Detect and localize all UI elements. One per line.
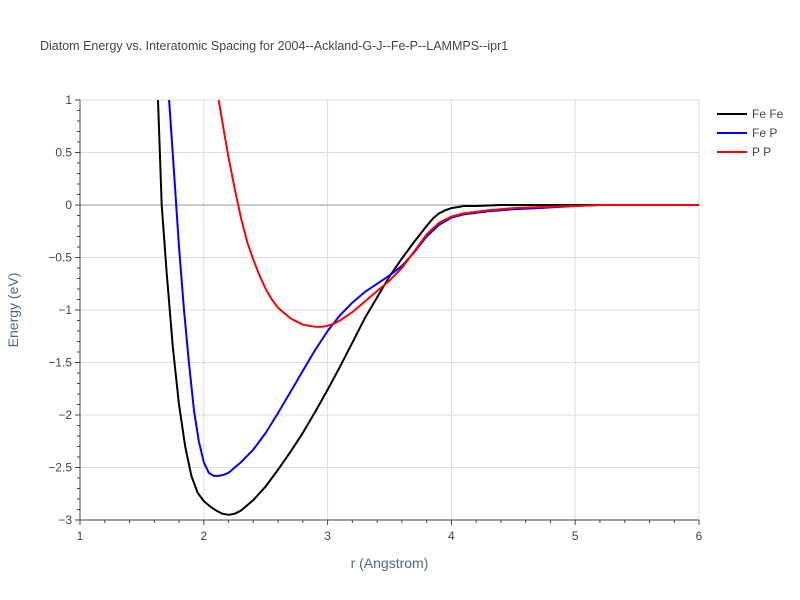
y-tick-label: −0.5 bbox=[48, 251, 72, 265]
axis-ticks: 1 2 3 4 5 6 1 0.5 0 −0.5 −1 −1.5 −2 −2.5 −3 bbox=[48, 93, 702, 543]
legend: Fe Fe Fe P P P bbox=[717, 107, 784, 159]
legend-label-p-p: P P bbox=[752, 145, 771, 159]
legend-label-fe-fe: Fe Fe bbox=[752, 107, 784, 121]
y-tick-label: −2.5 bbox=[48, 461, 72, 475]
y-tick-label: 0.5 bbox=[55, 146, 72, 160]
x-tick-label: 3 bbox=[324, 529, 331, 543]
x-tick-label: 6 bbox=[696, 529, 703, 543]
chart-title: Diatom Energy vs. Interatomic Spacing fo… bbox=[40, 39, 508, 53]
x-tick-label: 5 bbox=[572, 529, 579, 543]
y-tick-label: −1 bbox=[58, 303, 72, 317]
series-line-fe-p bbox=[168, 100, 699, 477]
y-tick-label: −2 bbox=[58, 408, 72, 422]
y-tick-label: 1 bbox=[65, 93, 72, 107]
x-tick-label: 1 bbox=[77, 529, 84, 543]
y-tick-label: −1.5 bbox=[48, 356, 72, 370]
x-tick-label: 4 bbox=[448, 529, 455, 543]
series-line-fe-fe bbox=[157, 100, 699, 516]
y-axis-label: Energy (eV) bbox=[5, 273, 21, 348]
series-line-p-p bbox=[217, 100, 699, 328]
x-tick-label: 2 bbox=[200, 529, 207, 543]
legend-label-fe-p: Fe P bbox=[752, 126, 777, 140]
y-tick-label: 0 bbox=[65, 198, 72, 212]
y-tick-label: −3 bbox=[58, 513, 72, 527]
series-layer bbox=[157, 100, 699, 516]
x-axis-label: r (Angstrom) bbox=[351, 555, 429, 571]
